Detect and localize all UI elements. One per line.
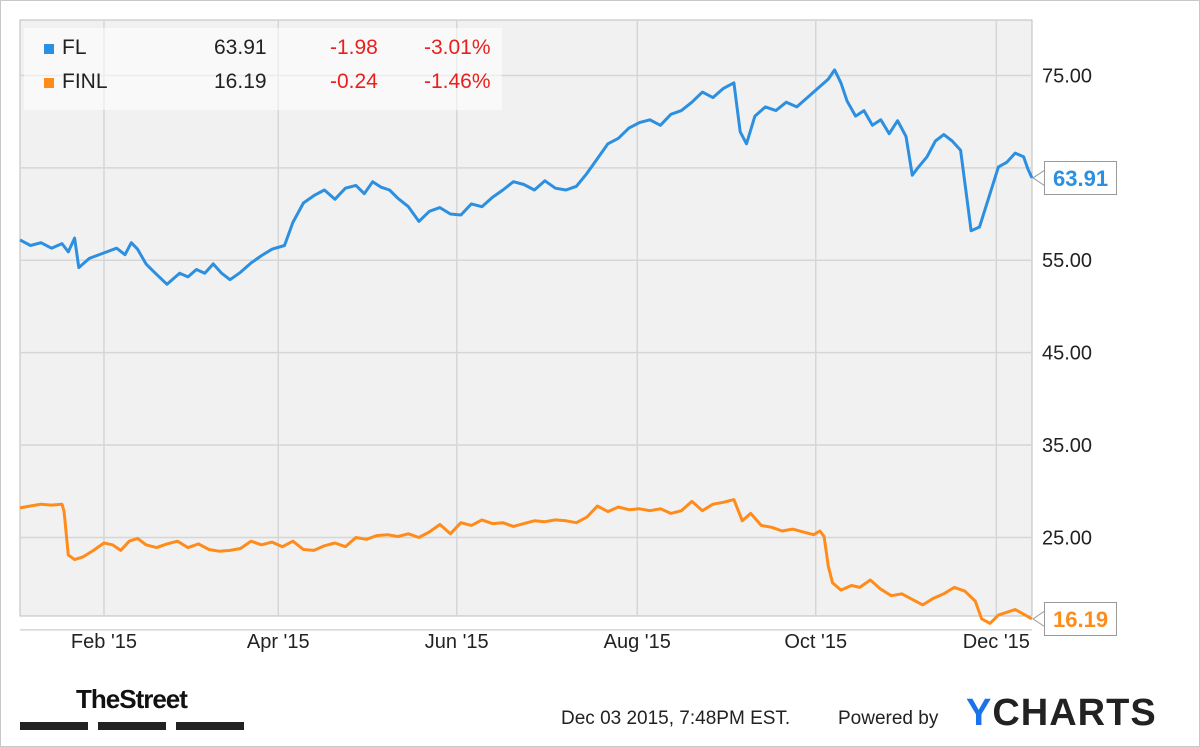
legend-change: -0.24 <box>330 70 378 93</box>
logo-bar <box>20 722 88 730</box>
y-tick-label: 35.00 <box>1042 435 1092 457</box>
fl-price-label: 63.91 <box>1044 160 1118 195</box>
legend-symbol: FL <box>62 36 87 59</box>
series-line-fl <box>19 68 1034 286</box>
x-tick-label: Oct '15 <box>784 631 847 653</box>
footer-powered-by: Powered by <box>838 708 939 729</box>
legend-last-price: 63.91 <box>214 36 267 59</box>
logo-bar <box>98 722 166 730</box>
y-tick-label: 75.00 <box>1042 65 1092 87</box>
thestreet-logo: TheStreet <box>20 684 244 734</box>
y-tick-label: 25.00 <box>1042 527 1092 549</box>
legend: FL 63.91 -1.98 -3.01% FINL 16.19 -0.24 -… <box>24 28 502 110</box>
finl-price-label: 16.19 <box>1044 601 1118 636</box>
legend-change: -1.98 <box>330 36 378 59</box>
legend-row-fl: FL 63.91 -1.98 -3.01% <box>44 36 504 66</box>
x-tick-label: Dec '15 <box>963 631 1030 653</box>
ycharts-logo[interactable]: YCHARTS <box>966 692 1157 735</box>
y-tick-label: 55.00 <box>1042 250 1092 272</box>
x-tick-label: Jun '15 <box>425 631 489 653</box>
footer-timestamp: Dec 03 2015, 7:48PM EST. <box>561 708 791 729</box>
legend-row-finl: FINL 16.19 -0.24 -1.46% <box>44 70 504 100</box>
fl-swatch <box>44 44 54 54</box>
finl-swatch <box>44 78 54 88</box>
y-tick-label: 45.00 <box>1042 343 1092 365</box>
plot-area <box>19 19 1033 617</box>
x-tick-label: Aug '15 <box>604 631 671 653</box>
x-tick-label: Apr '15 <box>247 631 310 653</box>
series-line-finl <box>19 498 1033 625</box>
legend-change-pct: -1.46% <box>424 70 491 93</box>
ycharts-logo-y: Y <box>966 692 993 734</box>
x-tick-label: Feb '15 <box>71 631 137 653</box>
legend-change-pct: -3.01% <box>424 36 491 59</box>
legend-symbol: FINL <box>62 70 108 93</box>
legend-last-price: 16.19 <box>214 70 267 93</box>
ycharts-logo-text: CHARTS <box>992 692 1157 734</box>
thestreet-wordmark: TheStreet <box>76 684 188 714</box>
logo-bar <box>176 722 244 730</box>
